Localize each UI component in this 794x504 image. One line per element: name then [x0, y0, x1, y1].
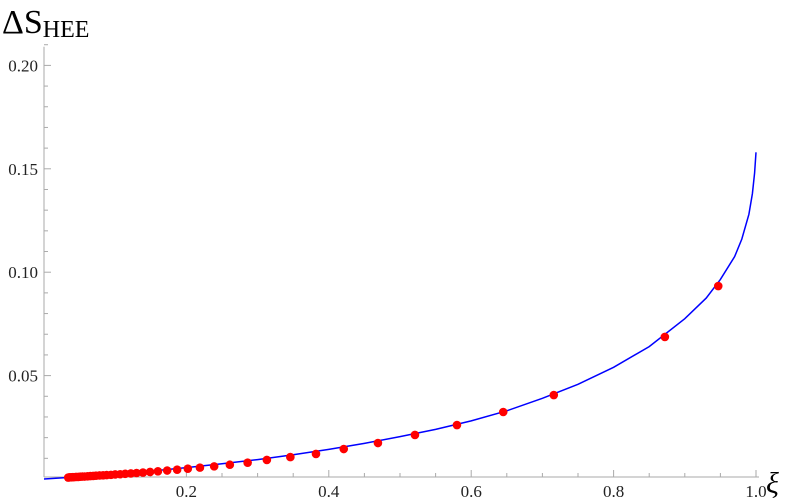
data-point	[452, 420, 462, 430]
data-point	[162, 466, 172, 475]
data-point	[373, 438, 383, 448]
data-point	[153, 467, 163, 476]
data-point	[660, 332, 670, 342]
data-point	[172, 465, 182, 474]
data-point	[286, 452, 295, 462]
data-point	[225, 460, 235, 470]
data-point	[410, 430, 420, 440]
y-axis-title-sub: HEE	[43, 17, 90, 43]
x-axis-title: ξ	[766, 467, 779, 500]
data-point	[498, 407, 508, 417]
data-point	[63, 473, 73, 482]
data-point	[183, 464, 193, 473]
data-point	[209, 462, 219, 471]
x-tick-label: 0.2	[176, 482, 197, 501]
y-tick-label: 0.15	[8, 160, 38, 179]
data-point	[138, 468, 148, 477]
y-tick-label: 0.20	[8, 56, 38, 75]
x-tick-label: 0.4	[318, 482, 340, 501]
data-point	[195, 463, 205, 472]
data-point	[713, 281, 723, 291]
y-axis-title: ΔSHEE	[2, 4, 89, 43]
x-tick-label: 0.6	[461, 482, 482, 501]
data-point	[262, 455, 272, 465]
data-point	[339, 444, 349, 454]
x-tick-label: 0.8	[603, 482, 624, 501]
y-tick-label: 0.05	[8, 367, 38, 386]
points-layer	[63, 281, 723, 482]
data-point	[145, 467, 155, 477]
curve-layer	[43, 152, 757, 480]
x-tick-label: 1.0	[745, 482, 766, 501]
theory-curve	[43, 152, 757, 480]
data-point	[311, 449, 321, 459]
axes	[43, 46, 759, 478]
ticks: 0.2 0.4 0.6 0.8 1.0 0.05 0.10 0.15 0.20	[8, 44, 767, 501]
data-point	[549, 390, 559, 400]
data-point	[243, 458, 252, 467]
y-axis-title-main: ΔS	[2, 4, 43, 41]
y-tick-label: 0.10	[8, 263, 38, 282]
